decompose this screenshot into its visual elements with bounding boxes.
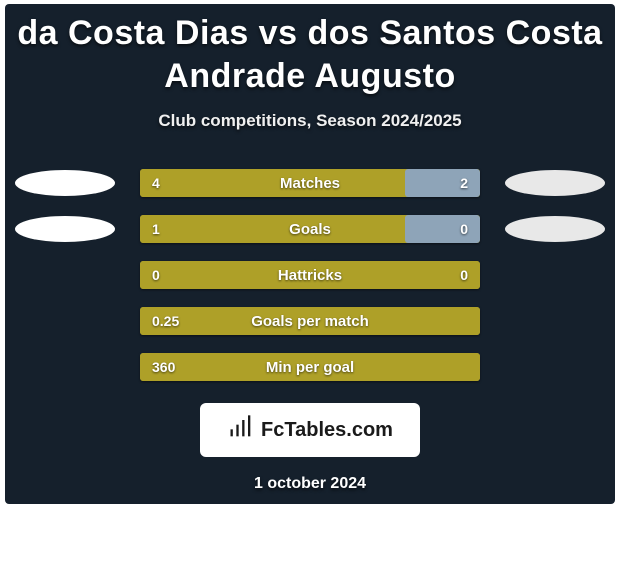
page-subtitle: Club competitions, Season 2024/2025 bbox=[5, 111, 615, 131]
brand-text: FcTables.com bbox=[261, 419, 393, 442]
bars-icon bbox=[227, 413, 255, 447]
stat-bar-left bbox=[140, 353, 480, 381]
stat-bar-left bbox=[140, 261, 310, 289]
comparison-card: da Costa Dias vs dos Santos Costa Andrad… bbox=[0, 0, 620, 580]
stat-bar-right bbox=[310, 261, 480, 289]
footer-date: 1 october 2024 bbox=[5, 475, 615, 493]
stat-row: 0.25Goals per match bbox=[5, 307, 615, 335]
stat-bar-right bbox=[405, 215, 480, 243]
stat-bar: 0.25Goals per match bbox=[140, 307, 480, 335]
stats-list: 42Matches 10Goals 00Hattricks 0.25Goals per… bbox=[5, 169, 615, 381]
stat-bar: 42Matches bbox=[140, 169, 480, 197]
brand-badge: FcTables.com bbox=[200, 403, 420, 457]
stat-bar: 360Min per goal bbox=[140, 353, 480, 381]
stat-bar-left bbox=[140, 215, 405, 243]
stat-row: 10Goals bbox=[5, 215, 615, 243]
stat-bar-left bbox=[140, 169, 405, 197]
stat-bar-right bbox=[405, 169, 480, 197]
stat-row: 42Matches bbox=[5, 169, 615, 197]
stat-row: 360Min per goal bbox=[5, 353, 615, 381]
stat-row: 00Hattricks bbox=[5, 261, 615, 289]
player-right-oval bbox=[505, 170, 605, 196]
player-left-oval bbox=[15, 216, 115, 242]
page-title: da Costa Dias vs dos Santos Costa Andrad… bbox=[5, 4, 615, 103]
player-right-oval bbox=[505, 216, 605, 242]
stat-bar: 00Hattricks bbox=[140, 261, 480, 289]
card-inner: da Costa Dias vs dos Santos Costa Andrad… bbox=[5, 4, 615, 504]
stat-bar: 10Goals bbox=[140, 215, 480, 243]
stat-bar-left bbox=[140, 307, 480, 335]
player-left-oval bbox=[15, 170, 115, 196]
